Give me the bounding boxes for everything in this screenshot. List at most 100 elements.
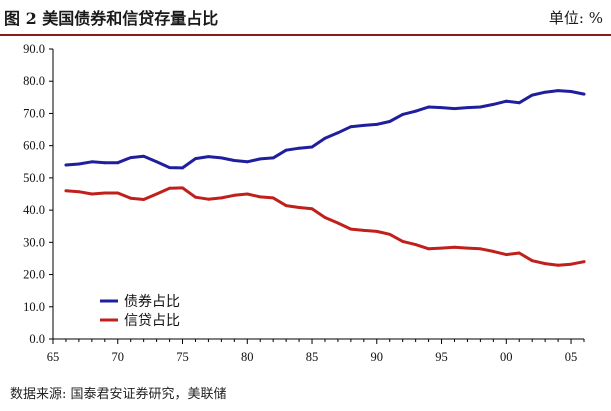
series-2-point: [453, 245, 456, 249]
series-2-point: [375, 230, 379, 233]
series-2-point: [466, 246, 469, 250]
y-tick-label: 20.0: [23, 268, 45, 282]
series-1-point: [155, 160, 159, 164]
series-2-point: [349, 227, 353, 231]
series-2-point: [271, 196, 275, 200]
source-note: 数据来源: 国泰君安证券研究，美联储: [10, 387, 227, 402]
series-2-point: [530, 259, 534, 263]
series-1-point: [491, 103, 495, 106]
series-2-point: [297, 206, 301, 209]
series-2-point: [427, 247, 430, 251]
series-1-point: [181, 166, 184, 170]
y-tick-label: 40.0: [23, 203, 45, 217]
series-2-point: [90, 192, 94, 196]
series-2-point: [116, 191, 120, 195]
series-1-point: [504, 99, 508, 103]
series-1-point: [310, 145, 314, 149]
y-tick-label: 90.0: [23, 42, 45, 56]
chart-title: 图 2 美国债券和信贷存量占比: [4, 9, 219, 28]
x-tick-label: 95: [435, 350, 448, 364]
series-2-point: [310, 207, 314, 211]
legend-label-2: 信贷占比: [124, 313, 180, 329]
y-tick-label: 0.0: [29, 332, 45, 346]
series-2-point: [556, 263, 560, 267]
y-tick-label: 50.0: [23, 171, 45, 185]
chart-axes: 0.0 10.0 20.0 30.0 40.0 50.0 60.0 70.0 80.0 90.0 6…: [23, 42, 585, 364]
y-tick-label: 10.0: [23, 300, 45, 314]
series-1-point: [103, 161, 107, 165]
series-1-point: [375, 123, 379, 126]
series-2-point: [168, 186, 172, 190]
y-tick-label: 60.0: [23, 139, 45, 153]
series-2-point: [258, 195, 262, 199]
series-1-point: [90, 160, 94, 164]
x-tick-label: 70: [112, 350, 125, 364]
series-1-point: [207, 155, 210, 159]
series-1-point: [362, 124, 366, 127]
chart-header: 图 2 美国债券和信贷存量占比 单位: %: [0, 0, 611, 34]
series-2-point: [181, 186, 184, 190]
series-2-point: [64, 189, 68, 193]
series-2-point: [284, 204, 288, 208]
series-1-point: [582, 92, 586, 96]
series-1-point: [440, 106, 443, 109]
series-2-point: [194, 195, 197, 199]
series-2-point: [220, 196, 223, 200]
series-1-point: [297, 146, 301, 150]
series-1-point: [569, 90, 573, 93]
series-2-point: [103, 191, 107, 195]
x-tick-label: 65: [47, 350, 60, 364]
series-2-point: [479, 247, 482, 251]
series-1-point: [258, 157, 262, 161]
series-1-point: [388, 120, 392, 123]
series-1-point: [220, 156, 223, 160]
series-1-point: [232, 159, 236, 162]
series-2-point: [414, 243, 417, 247]
x-tick-label: 00: [500, 350, 513, 364]
series-1-point: [517, 101, 521, 105]
series-2-point: [362, 229, 366, 232]
series-1-point: [401, 113, 405, 116]
series-1-point: [64, 163, 68, 167]
x-tick-label: 80: [241, 350, 254, 364]
plot-area: [64, 89, 586, 267]
series-2-point: [569, 262, 573, 266]
series-1-point: [129, 156, 133, 160]
series-2-point: [207, 197, 210, 201]
x-tick-label: 85: [306, 350, 319, 364]
series-2-point: [129, 196, 133, 200]
x-tick-label: 90: [371, 350, 384, 364]
series-2-point: [517, 251, 521, 255]
y-tick-label: 30.0: [23, 235, 45, 249]
series-2-point: [543, 262, 547, 265]
series-2-point: [245, 192, 249, 196]
series-1-point: [77, 162, 81, 166]
series-1-point: [414, 109, 417, 113]
unit-label: 单位: %: [548, 8, 603, 27]
series-1-point: [323, 136, 327, 140]
series-1-point: [466, 106, 469, 109]
series-1-point: [349, 125, 353, 129]
series-1-point: [271, 156, 275, 160]
series-1-point: [142, 154, 146, 158]
legend-label-1: 债券占比: [124, 294, 180, 310]
series-1-point: [453, 107, 456, 110]
series-1-point: [543, 90, 547, 94]
series-2-point: [504, 253, 508, 256]
series-2-point: [142, 198, 146, 201]
series-1-point: [427, 105, 430, 109]
series-2-point: [77, 190, 81, 194]
series-2-point: [323, 216, 327, 219]
series-1-point: [116, 161, 120, 165]
series-1-point: [245, 160, 249, 164]
series-2-point: [336, 221, 340, 225]
series-1-point: [530, 93, 534, 97]
series-2-point: [401, 240, 405, 243]
x-tick-label: 05: [565, 350, 578, 364]
series-1-point: [194, 157, 197, 161]
series-1-point: [336, 131, 340, 135]
series-1-point: [168, 166, 172, 170]
series-1-point: [556, 89, 560, 92]
